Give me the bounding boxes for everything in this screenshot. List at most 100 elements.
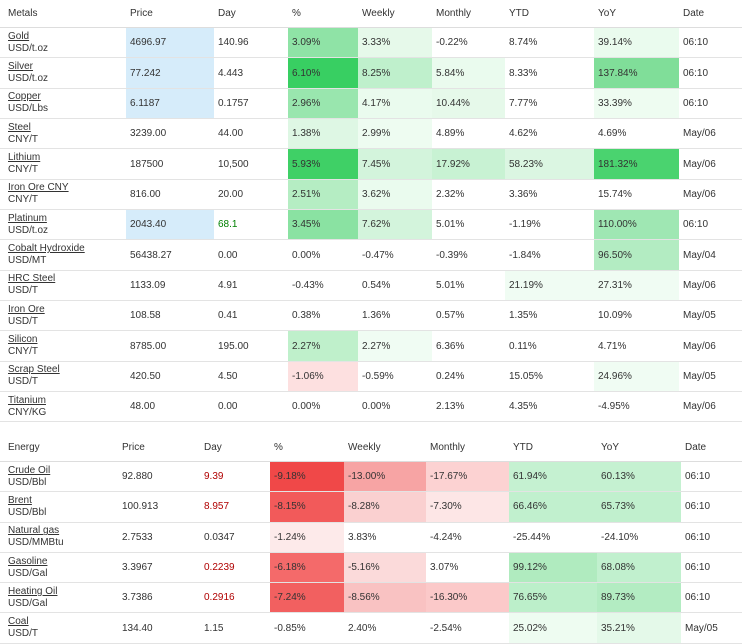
metals-ytd-cell: 4.62% (509, 128, 538, 140)
metals-date-cell: 06:10 (683, 97, 709, 109)
metals-date-cell: May/05 (683, 370, 716, 382)
metals-name-cell: Platinum USD/t.oz (0, 210, 126, 239)
metals-table-row: Iron Ore USD/T 108.58 0.41 0.38% 1.36% 0.57% 1.… (0, 301, 742, 332)
metals-unit-label: USD/T (8, 315, 38, 327)
metals-price-cell: 108.58 (130, 310, 161, 322)
metals-commodity-link[interactable]: Silicon (8, 334, 38, 346)
energy-pct-cell: -8.15% (270, 492, 344, 522)
metals-commodity-link[interactable]: Iron Ore CNY (8, 182, 69, 194)
energy-commodity-link[interactable]: Heating Oil (8, 585, 58, 597)
metals-commodity-link[interactable]: Titanium (8, 394, 46, 406)
metals-day-cell: 4.91 (218, 279, 238, 291)
energy-date-cell: 06:10 (685, 592, 711, 604)
metals-day-cell: 4.443 (218, 67, 244, 79)
metals-price-cell: 3239.00 (130, 128, 167, 140)
metals-table-row: Cobalt Hydroxide USD/MT 56438.27 0.00 0.00% -… (0, 240, 742, 271)
energy-monthly-cell: -2.54% (430, 622, 462, 634)
metals-table-row: Platinum USD/t.oz 2043.40 68.1 3.45% 7.62% 5.0… (0, 210, 742, 241)
metals-monthly-cell: -0.22% (436, 37, 468, 49)
metals-pct-cell: 2.27% (288, 331, 358, 361)
metals-monthly-cell: 2.32% (436, 188, 465, 200)
energy-commodity-link[interactable]: Natural gas (8, 525, 60, 537)
metals-commodity-link[interactable]: Platinum (8, 212, 47, 224)
metals-commodity-link[interactable]: Iron Ore (8, 303, 45, 315)
metals-date-cell: 06:10 (683, 37, 709, 49)
metals-yoy-cell: 33.39% (594, 88, 679, 119)
metals-pct-cell: 2.96% (288, 88, 358, 119)
metals-name-cell: Scrap Steel USD/T (0, 362, 126, 391)
metals-name-cell: Lithium CNY/T (0, 149, 126, 178)
metals-price-cell: 8785.00 (130, 340, 167, 352)
energy-day-cell: 0.0347 (204, 531, 235, 543)
energy-commodity-link[interactable]: Crude Oil (8, 464, 51, 476)
metals-ytd-cell: -1.19% (509, 219, 541, 231)
energy-pct-cell: -1.24% (270, 522, 344, 552)
metals-commodity-link[interactable]: Silver (8, 61, 34, 73)
metals-yoy-cell: 39.14% (594, 28, 679, 58)
metals-date-cell: May/05 (683, 310, 716, 322)
metals-price-cell: 187500 (130, 158, 164, 170)
metals-commodity-link[interactable]: Lithium (8, 152, 41, 164)
metals-name-cell: Steel CNY/T (0, 119, 126, 148)
energy-monthly-cell: -17.67% (426, 462, 509, 492)
metals-name-cell: Copper USD/Lbs (0, 89, 126, 118)
energy-table: Energy Price Day% Weekly Monthly YTD YoY Date Cr… (0, 434, 742, 644)
metals-date-cell: May/06 (683, 401, 716, 413)
metals-monthly-cell: 4.89% (436, 128, 465, 140)
metals-name-cell: Iron Ore USD/T (0, 301, 126, 330)
energy-commodity-link[interactable]: Gasoline (8, 555, 48, 567)
metals-price-cell: 816.00 (130, 188, 161, 200)
metals-date-cell: May/04 (683, 249, 716, 261)
metals-commodity-link[interactable]: Scrap Steel (8, 364, 60, 376)
metals-yoy-cell: 15.74% (598, 188, 632, 200)
metals-ytd-cell: 0.11% (509, 340, 537, 352)
energy-weekly-cell: -8.56% (344, 583, 426, 613)
metals-yoy-cell: 4.69% (598, 128, 627, 140)
metals-name-cell: Silver USD/t.oz (0, 58, 126, 87)
metals-ytd-cell: 8.33% (509, 67, 538, 79)
metals-day-cell: 10,500 (218, 158, 249, 170)
metals-commodity-link[interactable]: Copper (8, 91, 41, 103)
metals-commodity-link[interactable]: HRC Steel (8, 273, 56, 285)
metals-yoy-cell: 137.84% (594, 58, 679, 88)
energy-column-header: Monthly (430, 442, 466, 453)
energy-commodity-link[interactable]: Brent (8, 494, 32, 506)
metals-price-cell: 77.242 (126, 58, 214, 88)
metals-price-cell: 1133.09 (130, 279, 166, 291)
energy-pct-cell: -0.85% (274, 622, 306, 634)
energy-column-header: Day (204, 442, 222, 453)
metals-weekly-cell: 7.62% (358, 210, 432, 240)
metals-weekly-cell: 8.25% (358, 58, 432, 88)
energy-table-row: Coal USD/T 134.40 1.15 -0.85% 2.40% -2.54% 25.0… (0, 613, 742, 644)
metals-day-cell: 140.96 (218, 37, 249, 49)
metals-commodity-link[interactable]: Steel (8, 121, 31, 133)
energy-ytd-cell: 76.65% (509, 583, 597, 613)
energy-commodity-link[interactable]: Coal (8, 616, 29, 628)
energy-price-cell: 3.3967 (122, 562, 153, 574)
energy-unit-label: USD/Bbl (8, 476, 47, 488)
energy-header-row: Energy Price Day% Weekly Monthly YTD YoY Date (0, 434, 742, 462)
metals-name-cell: HRC Steel USD/T (0, 271, 126, 300)
energy-day-cell: 1.15 (204, 622, 224, 634)
energy-name-cell: Natural gas USD/MMBtu (0, 523, 118, 552)
energy-day-cell: 9.39 (204, 471, 224, 483)
metals-pct-cell: 0.00% (292, 401, 321, 413)
energy-yoy-cell: 60.13% (597, 462, 681, 492)
energy-unit-label: USD/Gal (8, 597, 48, 609)
metals-unit-label: USD/t.oz (8, 224, 49, 236)
metals-monthly-cell: 17.92% (432, 149, 505, 179)
metals-ytd-cell: 3.36% (509, 188, 538, 200)
metals-commodity-link[interactable]: Cobalt Hydroxide (8, 243, 85, 255)
energy-ytd-cell: 99.12% (509, 552, 597, 583)
energy-name-cell: Heating Oil USD/Gal (0, 583, 118, 612)
metals-commodity-link[interactable]: Gold (8, 30, 30, 42)
metals-name-cell: Titanium CNY/KG (0, 392, 126, 421)
metals-day-cell: 20.00 (218, 188, 244, 200)
energy-name-cell: Crude Oil USD/Bbl (0, 462, 118, 491)
metals-day-cell: 0.00 (218, 401, 238, 413)
metals-date-cell: May/06 (683, 158, 716, 170)
metals-name-cell: Silicon CNY/T (0, 331, 126, 360)
energy-table-row: Gasoline USD/Gal 3.3967 0.2239 -6.18% -5.16% 3… (0, 552, 742, 584)
energy-unit-label: USD/Bbl (8, 506, 47, 518)
energy-date-cell: 06:10 (685, 501, 711, 513)
